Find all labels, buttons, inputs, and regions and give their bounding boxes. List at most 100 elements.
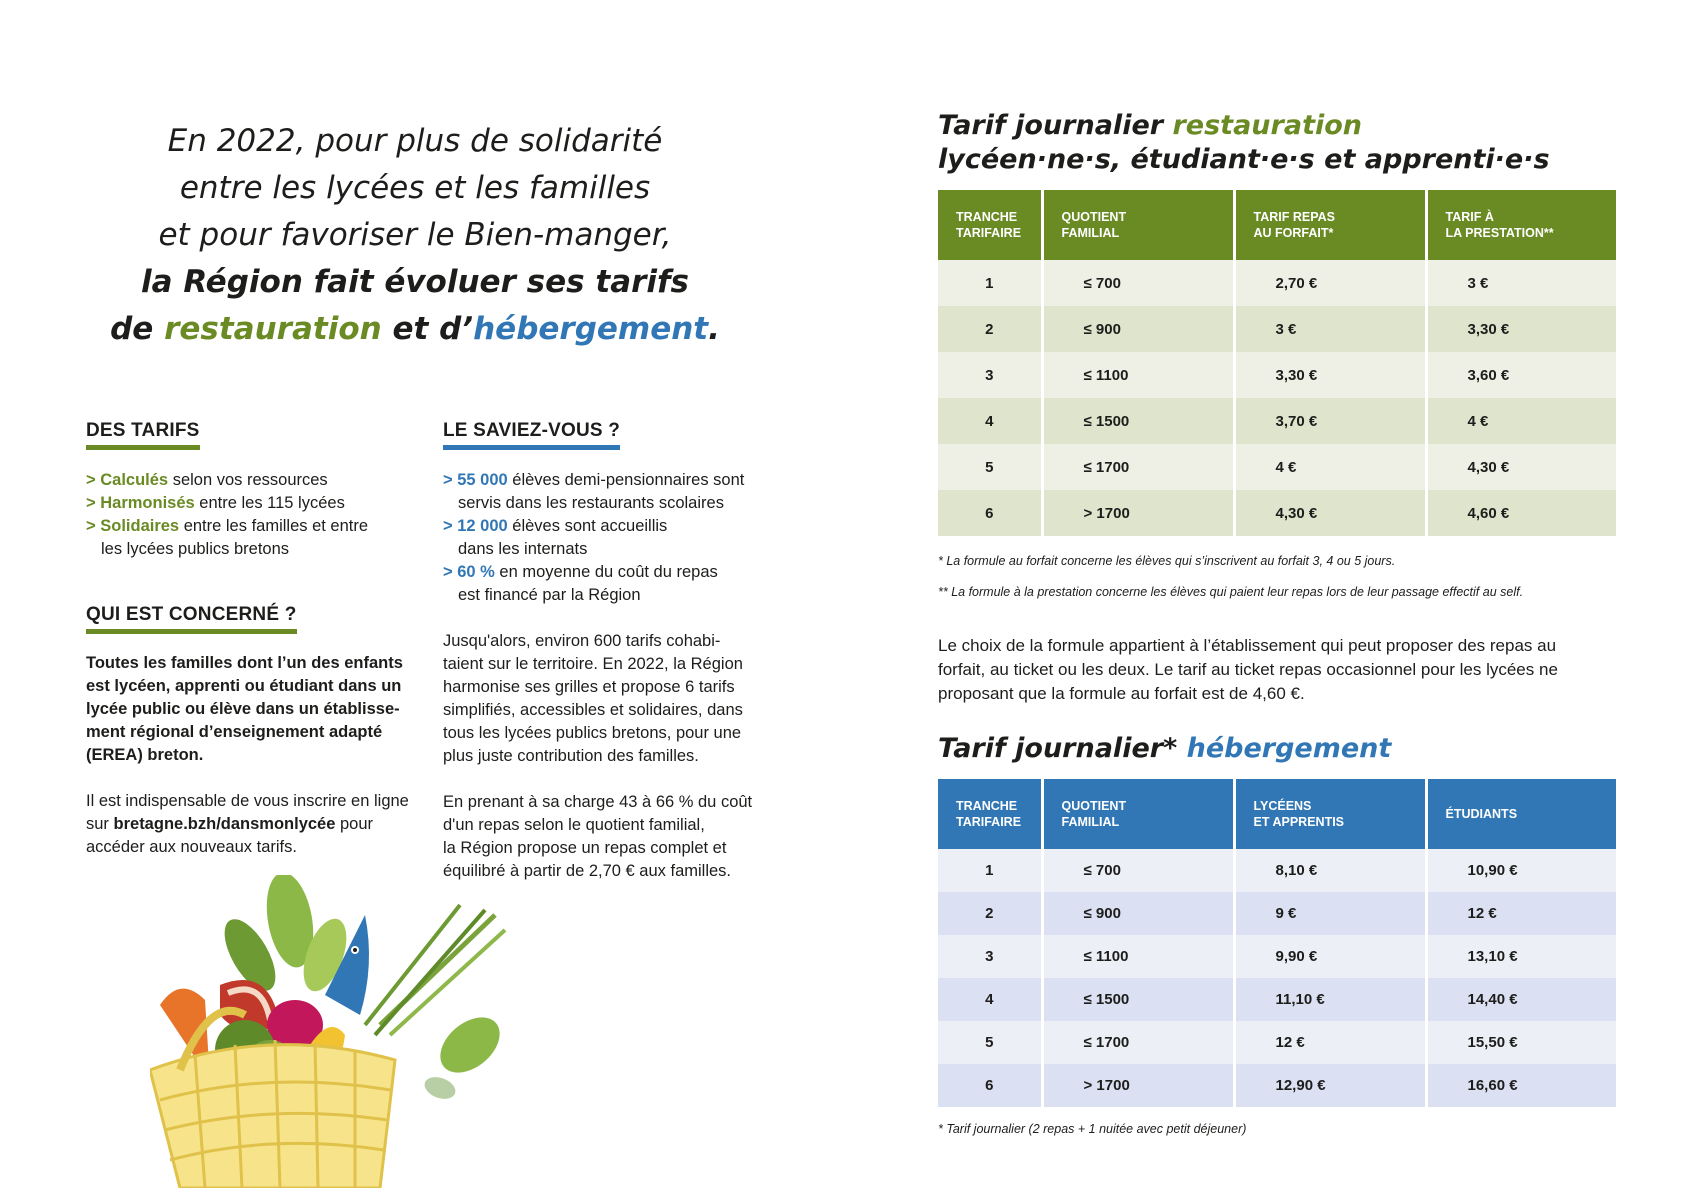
table-cell: 3	[938, 352, 1044, 398]
saviez-para2-line: En prenant à sa charge 43 à 66 % du coût	[443, 793, 753, 811]
saviez-para1-line: plus juste contribution des familles.	[443, 747, 699, 765]
table-cell: 3,30 €	[1426, 306, 1616, 352]
restauration-title-line-2: lycéen·ne·s, étudiant·e·s et apprenti·e·…	[938, 144, 1550, 175]
intro-heading: En 2022, pour plus de solidarité entre l…	[100, 118, 730, 353]
table-row: 1 ≤ 700 2,70 €3 €	[938, 260, 1616, 306]
header-line: ÉTUDIANTS	[1445, 807, 1518, 821]
list-item-key: Solidaires	[100, 517, 180, 535]
spacer	[443, 607, 768, 630]
section-title-text: DES TARIFS	[86, 420, 200, 441]
list-item-key: 55 000	[457, 471, 508, 489]
section-title-text: LE SAVIEZ-VOUS ?	[443, 420, 621, 441]
list-item-key: 60 %	[457, 563, 495, 581]
saviez-para2-line: d'un repas selon le quotient familial,	[443, 816, 705, 834]
table-row: 6 > 1700 4,30 €4,60 €	[938, 490, 1616, 536]
table-cell: ≤ 1500	[1042, 398, 1236, 444]
paragraph-line: proposant que la formule au forfait est …	[938, 684, 1305, 703]
des-tarifs-list: > Calculés selon vos ressources > Harmon…	[86, 469, 416, 561]
website-link[interactable]: bretagne.bzh/dansmonlycée	[113, 815, 336, 833]
section-title-le-saviez-vous: LE SAVIEZ-VOUS ?	[443, 420, 621, 454]
column-header: TARIF REPAS AU FORFAIT*	[1234, 190, 1428, 260]
paragraph-line: Le choix de la formule appartient à l’ét…	[938, 636, 1557, 655]
qui-bold-line: est lycéen, apprenti ou étudiant dans un	[86, 677, 402, 695]
table-row: 2 ≤ 900 9 €12 €	[938, 892, 1616, 935]
title-highlight: hébergement	[1186, 733, 1392, 764]
header-line: LYCÉENS	[1253, 799, 1312, 813]
section-title-qui-est-concerne: QUI EST CONCERNÉ ?	[86, 604, 297, 638]
table-cell: 3,30 €	[1234, 352, 1428, 398]
table-cell: 3 €	[1426, 260, 1616, 306]
table-cell: 3 €	[1234, 306, 1428, 352]
table-cell: 3,70 €	[1234, 398, 1428, 444]
table-cell: 8,10 €	[1234, 849, 1428, 892]
list-item: > Solidaires entre les familles et entre	[86, 515, 416, 538]
table-cell: 4 €	[1234, 444, 1428, 490]
qui-text-part: sur	[86, 815, 114, 833]
table-row: 5 ≤ 1700 12 €15,50 €	[938, 1021, 1616, 1064]
chevron-icon: >	[86, 494, 101, 512]
paragraph-line: forfait, au ticket ou les deux. Le tarif…	[938, 660, 1558, 679]
section-underline	[86, 445, 200, 450]
chevron-icon: >	[443, 517, 458, 535]
list-item: > 55 000 élèves demi-pensionnaires sont	[443, 469, 768, 492]
table-cell: ≤ 700	[1042, 849, 1236, 892]
title-highlight: restauration	[1172, 110, 1362, 141]
table-cell: 4,60 €	[1426, 490, 1616, 536]
title-text: Tarif journalier*	[938, 733, 1187, 764]
table-cell: 14,40 €	[1426, 978, 1616, 1021]
header-line: TARIFAIRE	[956, 815, 1022, 829]
qui-line: Il est indispensable de vous inscrire en…	[86, 792, 409, 810]
intro-text: et d’	[381, 311, 474, 347]
table-row: 2 ≤ 900 3 €3,30 €	[938, 306, 1616, 352]
list-item-text: selon vos ressources	[168, 471, 328, 489]
qui-bold-line: (EREA) breton.	[86, 746, 204, 764]
intro-text: de	[110, 311, 165, 347]
intro-restauration: restauration	[164, 311, 382, 347]
table-row: 1 ≤ 700 8,10 €10,90 €	[938, 849, 1616, 892]
table-cell: 4,30 €	[1234, 490, 1428, 536]
table-cell: 1	[938, 849, 1044, 892]
table-cell: 12 €	[1234, 1021, 1428, 1064]
saviez-para1-line: harmonise ses grilles et propose 6 tarif…	[443, 678, 735, 696]
qui-line: accéder aux nouveaux tarifs.	[86, 838, 297, 856]
list-item-text: entre les 115 lycées	[194, 494, 345, 512]
table-cell: ≤ 1700	[1042, 1021, 1236, 1064]
qui-text: Toutes les familles dont l’un des enfant…	[86, 652, 416, 859]
hebergement-title: Tarif journalier* hébergement	[938, 732, 1391, 766]
spacer	[86, 767, 416, 790]
chevron-icon: >	[443, 563, 458, 581]
table-cell: 5	[938, 444, 1044, 490]
header-line: TARIF REPAS	[1253, 210, 1335, 224]
column-header: TRANCHE TARIFAIRE	[938, 779, 1044, 849]
saviez-para1-line: simplifiés, accessibles et solidaires, d…	[443, 701, 743, 719]
table-cell: ≤ 1100	[1042, 352, 1236, 398]
spacer	[443, 768, 768, 791]
table-cell: ≤ 700	[1042, 260, 1236, 306]
list-item-text: en moyenne du coût du repas	[494, 563, 718, 581]
table-cell: 4	[938, 978, 1044, 1021]
column-header: QUOTIENT FAMILIAL	[1042, 779, 1236, 849]
list-item-continued: est financé par la Région	[458, 586, 641, 604]
table-cell: 2	[938, 892, 1044, 935]
table-cell: 3,60 €	[1426, 352, 1616, 398]
table-cell: > 1700	[1042, 1064, 1236, 1107]
table-cell: 9,90 €	[1234, 935, 1428, 978]
restauration-footnote-1: * La formule au forfait concerne les élè…	[938, 554, 1396, 568]
table-row: 3 ≤ 1100 9,90 €13,10 €	[938, 935, 1616, 978]
table-cell: ≤ 900	[1042, 306, 1236, 352]
qui-text-part: pour	[335, 815, 374, 833]
qui-bold-line: ment régional d’enseignement adapté	[86, 723, 383, 741]
intro-text: .	[708, 311, 720, 347]
header-line: FAMILIAL	[1061, 226, 1120, 240]
header-line: TARIF À	[1445, 210, 1494, 224]
saviez-para1-line: Jusqu'alors, environ 600 tarifs cohabi-	[443, 632, 721, 650]
header-line: TARIFAIRE	[956, 226, 1022, 240]
header-line: QUOTIENT	[1061, 210, 1127, 224]
column-header: LYCÉENS ET APPRENTIS	[1234, 779, 1428, 849]
intro-line-1: En 2022, pour plus de solidarité	[167, 123, 663, 159]
header-line: TRANCHE	[956, 799, 1018, 813]
chevron-icon: >	[86, 517, 101, 535]
column-header: TRANCHE TARIFAIRE	[938, 190, 1044, 260]
header-line: FAMILIAL	[1061, 815, 1120, 829]
table-row: 6 > 1700 12,90 €16,60 €	[938, 1064, 1616, 1107]
